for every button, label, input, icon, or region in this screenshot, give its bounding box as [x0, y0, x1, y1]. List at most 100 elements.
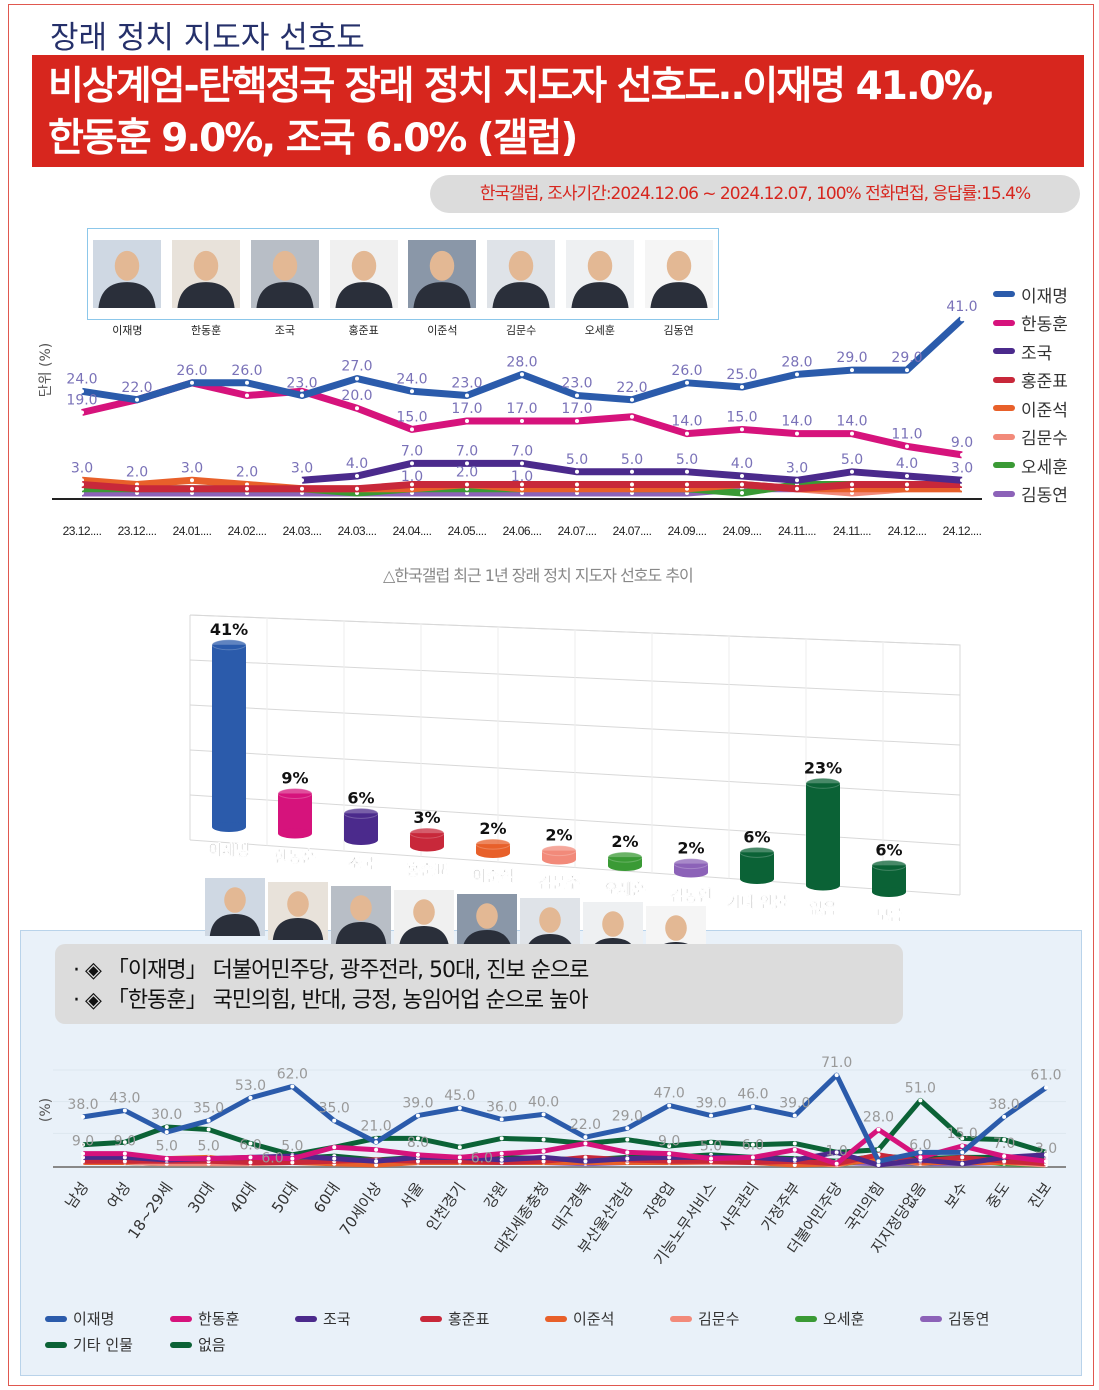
- data-label: 1.0: [511, 469, 533, 485]
- candidate-7: 오세훈: [561, 229, 640, 337]
- data-label: 7.0: [456, 443, 478, 459]
- data-point: [740, 427, 744, 432]
- data-point: [667, 1159, 672, 1164]
- bar-base: [608, 861, 642, 871]
- data-label: 3.0: [71, 460, 93, 476]
- bar-base: [542, 854, 576, 865]
- candidate-name: 이준석: [427, 324, 458, 337]
- data-point: [667, 1144, 672, 1148]
- data-point: [135, 397, 139, 402]
- data-point: [630, 397, 634, 402]
- series-line-한동훈: [83, 1127, 1047, 1167]
- suit-shape: [272, 917, 324, 940]
- data-point: [290, 1160, 295, 1165]
- data-point: [876, 1163, 881, 1167]
- bar-value-label: 6%: [347, 788, 374, 807]
- data-point: [792, 1141, 797, 1146]
- legend-swatch: [670, 1315, 692, 1322]
- data-label: 26.0: [176, 363, 207, 379]
- data-point: [918, 1150, 923, 1155]
- data-label: 4.0: [896, 456, 918, 472]
- data-point: [960, 1155, 965, 1160]
- data-point: [905, 482, 909, 487]
- data-label: 3.0: [786, 460, 808, 476]
- bar-category-label: 오세훈: [604, 880, 646, 898]
- legend-swatch: [993, 376, 1015, 383]
- x-tick-label: 24.12....: [888, 524, 927, 538]
- legend-swatch: [993, 490, 1015, 497]
- bar-base: [344, 835, 378, 845]
- data-label: 20.0: [341, 388, 372, 404]
- data-point: [465, 482, 469, 487]
- data-point: [625, 1137, 630, 1142]
- face-shape: [602, 911, 624, 937]
- data-label: 39.0: [779, 1096, 810, 1112]
- data-point: [750, 1142, 755, 1147]
- data-point: [122, 1140, 127, 1145]
- data-point: [792, 1157, 797, 1162]
- data-label: 14.0: [836, 414, 867, 430]
- data-label: 7.0: [401, 443, 423, 459]
- data-point: [583, 1155, 588, 1160]
- data-label: 29.0: [836, 350, 867, 366]
- face-shape: [115, 250, 140, 281]
- data-point: [850, 368, 854, 373]
- legend-label: 홍준표: [1021, 372, 1068, 393]
- data-point: [583, 1159, 588, 1164]
- headline-line-2: 한동훈 9.0%, 조국 6.0% (갤럽): [48, 116, 578, 161]
- suit-shape: [335, 921, 387, 944]
- legend-item: 조국: [295, 1308, 351, 1329]
- bar-category-label: 홍준표: [406, 861, 448, 879]
- data-point: [499, 1157, 504, 1162]
- suit-shape: [492, 282, 550, 308]
- data-label: 35.0: [319, 1101, 350, 1117]
- candidate-name: 홍준표: [348, 324, 379, 337]
- bar-category-label: 없음: [809, 900, 837, 918]
- legend-item: 김문수: [993, 423, 1068, 452]
- data-point: [685, 431, 689, 436]
- bar-없음: [806, 783, 840, 886]
- survey-info: 한국갤럽, 조사기간:2024.12.06 ~ 2024.12.07, 100%…: [430, 175, 1080, 213]
- candidate-name: 이재명: [112, 324, 143, 337]
- data-label: 28.0: [506, 354, 537, 370]
- data-point: [709, 1113, 714, 1118]
- legend-swatch: [45, 1315, 67, 1322]
- x-tick-label: 24.07....: [613, 524, 652, 538]
- bar-top: [475, 838, 511, 850]
- series-line-없음: [82, 1097, 1047, 1158]
- x-tick-label: 24.05....: [448, 524, 487, 538]
- bar-value-label: 2%: [611, 832, 638, 851]
- data-point: [248, 1095, 253, 1100]
- bar-category-label: 김동연: [670, 887, 711, 905]
- bar-value-label: 41%: [210, 620, 248, 639]
- data-label: 3.0: [951, 460, 973, 476]
- face-shape: [539, 907, 561, 933]
- x-tick-label: 24.02....: [228, 524, 267, 538]
- candidate-1: 이재명: [88, 229, 167, 337]
- legend-label: 김동연: [948, 1310, 990, 1328]
- candidate-photo: [329, 240, 398, 308]
- bar-top: [409, 827, 445, 839]
- data-point: [685, 482, 689, 487]
- bar-base: [674, 867, 708, 878]
- data-point: [248, 1160, 253, 1165]
- data-label: 11.0: [891, 426, 922, 442]
- data-label: 43.0: [109, 1091, 140, 1107]
- bar-top: [607, 851, 643, 863]
- legend-label: 조국: [1021, 343, 1053, 364]
- bar-top: [343, 807, 379, 819]
- headline-banner: 비상계엄-탄핵정국 장래 정치 지도자 선호도‥이재명 41.0%, 한동훈 9…: [32, 55, 1084, 167]
- bar-이재명: [212, 644, 246, 827]
- suit-shape: [398, 925, 450, 948]
- bar-category-label: 기타 인물: [727, 893, 788, 911]
- data-point: [410, 482, 414, 487]
- data-point: [206, 1156, 211, 1161]
- candidate-3: 조국: [246, 229, 325, 337]
- bar-value-label: 2%: [479, 819, 506, 838]
- data-label: 26.0: [231, 363, 262, 379]
- bar-value-label: 2%: [677, 839, 704, 858]
- data-point: [850, 431, 854, 436]
- data-point: [355, 376, 359, 381]
- data-label: 15.0: [396, 409, 427, 425]
- data-label: 8.0: [407, 1135, 429, 1151]
